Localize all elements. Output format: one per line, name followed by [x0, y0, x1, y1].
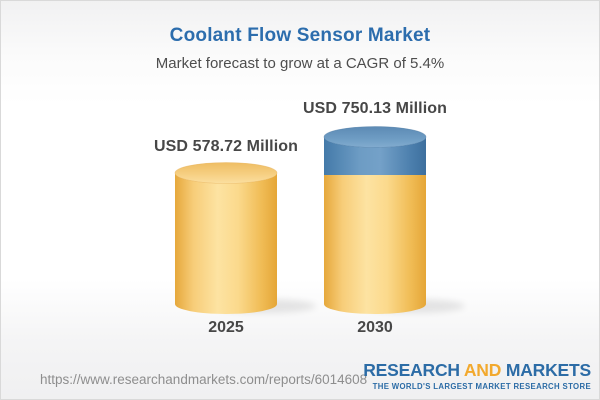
cylinder-2030 — [323, 126, 427, 314]
cylinder-2030-base-segment — [324, 175, 426, 314]
logo-word-research: RESEARCH — [363, 360, 460, 380]
logo-wordmark: RESEARCH AND MARKETS — [363, 360, 591, 380]
cylinder-2025 — [174, 162, 278, 314]
cylinder-2030-growth-segment — [324, 137, 426, 175]
logo-word-and: AND — [463, 360, 502, 380]
category-label-2025: 2025 — [208, 319, 244, 336]
report-url: https://www.researchandmarkets.com/repor… — [40, 372, 368, 387]
value-label-2030: USD 750.13 Million — [302, 100, 448, 117]
chart-title: Coolant Flow Sensor Market — [169, 25, 431, 46]
chart-subtitle: Market forecast to grow at a CAGR of 5.4… — [155, 55, 445, 72]
researchandmarkets-logo: RESEARCH AND MARKETS THE WORLD'S LARGEST… — [363, 360, 591, 391]
logo-word-markets: MARKETS — [505, 360, 591, 380]
value-label-2025: USD 578.72 Million — [153, 138, 299, 155]
logo-tagline: THE WORLD'S LARGEST MARKET RESEARCH STOR… — [372, 381, 591, 391]
category-label-2030: 2030 — [357, 319, 393, 336]
